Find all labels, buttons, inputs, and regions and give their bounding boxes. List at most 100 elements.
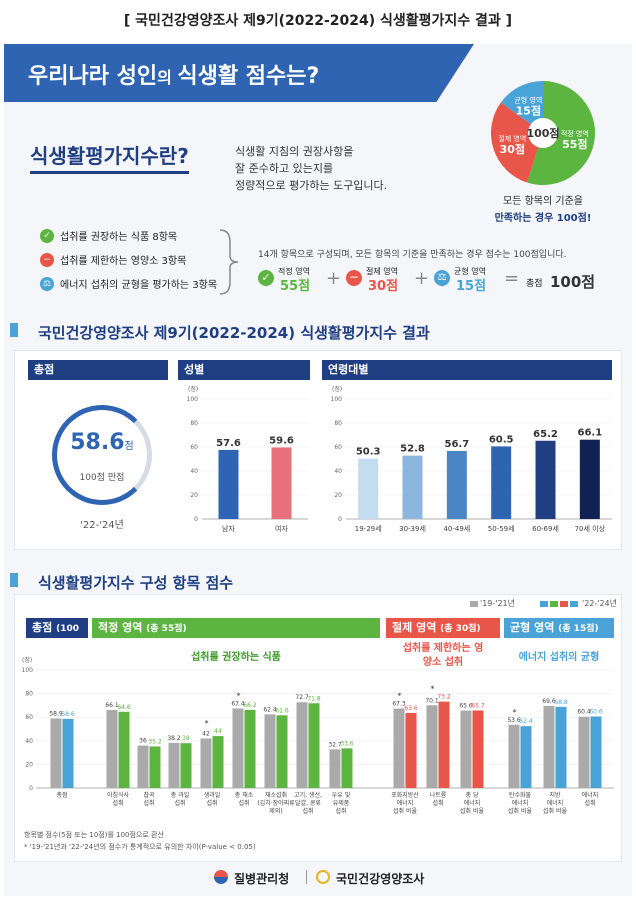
bar-value-label: 66.2 (243, 702, 257, 709)
check-icon: ✓ (258, 270, 274, 286)
bar (271, 447, 292, 519)
definition-heading: 식생활평가지수란? (30, 140, 189, 174)
y-unit-label: (점) (22, 657, 32, 664)
formula-t3-score: 15점 (456, 279, 487, 294)
item-text: 에너지 섭취의 균형을 평가하는 3항목 (60, 280, 218, 291)
minus-icon: − (40, 252, 54, 267)
item-text: 섭취를 권장하는 식품 8항목 (60, 232, 178, 243)
x-tick-label: 에너지 (512, 799, 529, 807)
y-unit-label: (점) (332, 386, 342, 393)
group-adequate-header: 적정 영역 (총 55점) (92, 618, 380, 638)
footer-divider (306, 870, 307, 884)
x-tick-label: 유제품 (333, 799, 350, 807)
bar-value-label: 33.6 (340, 740, 354, 747)
x-tick-label: 섭취 비율 (543, 807, 567, 815)
y-tick-label: 0 (338, 516, 342, 523)
bar-value-label: 72.7 (295, 694, 309, 701)
equals-icon: = (504, 268, 520, 289)
sex-header: 성별 (178, 360, 310, 380)
x-tick-label: 섭취 (206, 799, 217, 807)
bar-new (438, 701, 450, 788)
x-tick-label: 아침식사 (107, 791, 130, 799)
bar-new (118, 711, 130, 788)
bar-old (137, 745, 149, 788)
section1-title-marker (10, 323, 18, 337)
bar-old (578, 716, 590, 788)
bar-new (472, 710, 484, 788)
bar-new (555, 706, 567, 788)
x-tick-label: 총점 (56, 791, 67, 799)
bar-old (460, 710, 472, 788)
pie-slice-score: 15점 (516, 103, 541, 117)
pie-slice-label: 절제 영역 (498, 134, 526, 143)
x-tick-label: 달걀, 콩류 (295, 799, 321, 807)
y-tick-label: 100 (331, 396, 343, 403)
x-tick-label: 섭취 비율 (460, 807, 484, 815)
age-header: 연령대별 (322, 360, 612, 380)
formula-t1-label: 적정 영역 (278, 267, 310, 276)
bar-old (426, 705, 438, 788)
bar-value-label: 38.2 (167, 735, 181, 742)
bar-new (520, 726, 532, 788)
y-tick-label: 0 (29, 785, 33, 792)
bar-value-label: 50.3 (356, 447, 381, 458)
item-text: 섭취를 제한하는 영양소 3항목 (60, 256, 187, 267)
x-tick-label: 섭취 (174, 799, 185, 807)
bar (535, 440, 556, 519)
bar-new (590, 716, 602, 788)
pie-slice-score: 30점 (500, 142, 525, 156)
pie-slice (526, 81, 595, 185)
group-moderation-header: 절제 영역 (총 30점) (386, 618, 500, 638)
bar-value-label: 65.2 (533, 429, 558, 440)
x-tick-label: 잡곡 (143, 792, 155, 799)
x-tick-label: 제외) (269, 807, 282, 815)
y-tick-label: 80 (190, 420, 198, 427)
pie-note: 모든 항목의 기준을 만족하는 경우 100점! (494, 196, 592, 224)
bar-old (200, 738, 212, 788)
total-score: 58.6점 (70, 430, 134, 455)
x-tick-label: 50-59세 (488, 524, 515, 533)
sub-moderation: 섭취를 제한하는 영양소 섭취 (402, 643, 484, 668)
banner-title: 우리나라 성인의 식생활 점수는? (28, 64, 320, 89)
bar (446, 450, 467, 519)
legend-new-swatch-1 (540, 601, 548, 607)
legend: '19-'21년 '22-'24년 (470, 598, 618, 610)
item-row: ⚖ 에너지 섭취의 균형을 평가하는 3항목 (40, 276, 217, 291)
bar-value-label: 42 (202, 730, 210, 737)
y-tick-label: 60 (334, 444, 342, 451)
group-balance-header: 균형 영역 (총 15점) (504, 618, 614, 638)
sex-chart: (점) 0 20 40 60 80 100 57.6 남자 59.6 여자 (187, 386, 308, 533)
footer: 질병관리청 국민건강영양조사 (0, 866, 636, 890)
formula-t2-score: 30점 (368, 279, 399, 294)
item-row: − 섭취를 제한하는 영양소 3항목 (40, 252, 186, 267)
pie-slice (491, 102, 543, 183)
y-unit-label: (점) (188, 386, 198, 393)
pie-slice-label: 균형 영역 (514, 95, 542, 104)
bar-value-label: 62.4 (263, 706, 277, 713)
formula-t3-label: 균형 영역 (454, 267, 486, 276)
significance-marker: * (205, 719, 209, 728)
y-tick-label: 40 (25, 738, 33, 745)
footnote-1: 항목별 점수(5점 또는 10점)를 100점으로 환산 (24, 831, 164, 839)
bar-value-label: 70.1 (425, 697, 439, 704)
x-tick-label: 우유 및 (332, 792, 351, 799)
total-sub: 100점 만점 (79, 473, 125, 483)
x-tick-label: 채소섭취 (265, 791, 287, 799)
bar-new (180, 743, 192, 788)
y-tick-label: 40 (190, 468, 198, 475)
minus-icon: − (346, 270, 362, 286)
x-tick-label: 70세 이상 (575, 524, 606, 533)
bar (402, 455, 423, 519)
bar-old (168, 742, 180, 788)
section2-title-marker (10, 573, 18, 587)
bar-value-label: 56.7 (444, 439, 469, 450)
pie-slice-label: 적정 영역 (561, 129, 589, 138)
footnote-2: * '19-'21년과 '22-'24년의 점수가 통계적으로 유의한 차이(P… (24, 843, 256, 851)
bar-value-label: 32.7 (328, 741, 342, 748)
bar-value-label: 58.9 (49, 710, 63, 717)
x-tick-label: 30-39세 (399, 524, 426, 533)
x-tick-label: 지방 (549, 791, 561, 799)
bar-value-label: 67.4 (231, 700, 245, 707)
formula-t1-score: 55점 (280, 279, 311, 294)
x-tick-label: 19-29세 (355, 524, 382, 533)
